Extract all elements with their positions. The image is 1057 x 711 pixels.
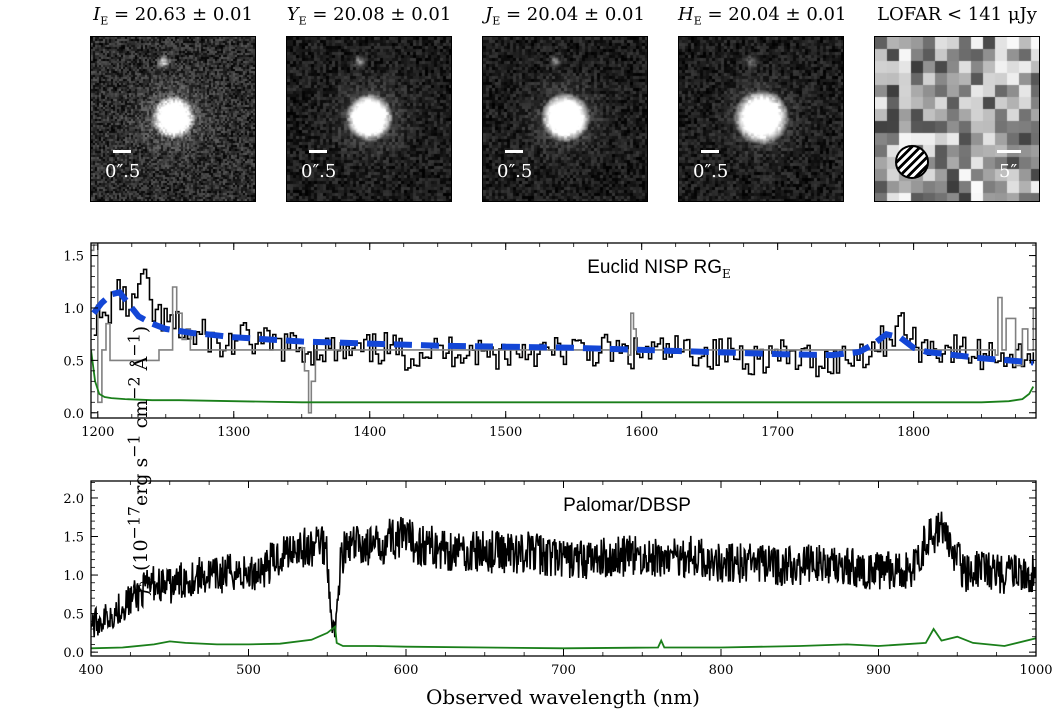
beam-ellipse-icon (895, 145, 929, 179)
x-tick-label: 1500 (489, 425, 522, 440)
scale-bar (701, 150, 719, 153)
scale-bar (505, 150, 523, 153)
magnitude: = 20.04 ± 0.01 (701, 4, 847, 25)
scale-label: 0″.5 (497, 161, 533, 182)
x-tick-label: 1600 (625, 425, 658, 440)
cutout-title-2: YE = 20.08 ± 0.01 (286, 4, 452, 28)
scale-label: 5″ (999, 161, 1018, 182)
series-model-line (91, 288, 1034, 366)
cutout-image-ye: 0″.5 (286, 36, 452, 202)
x-axis-label: Observed wavelength (nm) (426, 685, 700, 709)
cutout-image-ie: 0″.5 (90, 36, 256, 202)
cutout-canvas (91, 37, 255, 201)
y-tick-label: 2.0 (63, 492, 84, 507)
spectra-chart: 1200 1300 1400 1500 1600 1700 1800 0.0 0.5 1.0 1.5… (63, 242, 1053, 709)
y-tick-label: 0.5 (63, 608, 84, 623)
y-axis-label: fλ (10−17erg s−1 cm−2 Å−1) (124, 325, 156, 595)
cutout-image-lofar: 5″ (874, 36, 1040, 202)
scale-bar (997, 150, 1021, 153)
magnitude: = 20.63 ± 0.01 (108, 4, 253, 25)
cutout-canvas (679, 37, 843, 201)
cutout-title-1: IE = 20.63 ± 0.01 (90, 4, 256, 28)
cutout-canvas (287, 37, 451, 201)
x-tick-label: 700 (551, 663, 576, 678)
y-tick-label: 1.0 (63, 302, 84, 317)
magnitude: = 20.04 ± 0.01 (500, 4, 645, 25)
scale-bar (113, 150, 131, 153)
band-sub: E (298, 14, 307, 28)
band-sub: E (492, 14, 501, 28)
cutout-image-je: 0″.5 (482, 36, 648, 202)
panel-title: Euclid NISP RGE (587, 257, 731, 281)
scale-label: 0″.5 (105, 161, 141, 182)
series-error-line (91, 624, 1036, 650)
x-tick-label: 1300 (217, 425, 250, 440)
magnitude: = 20.08 ± 0.01 (306, 4, 452, 25)
series-error-line (91, 349, 1035, 404)
x-tick-label: 600 (394, 663, 419, 678)
x-tick-label: 500 (236, 663, 261, 678)
plot-frame (90, 242, 1037, 419)
x-tick-label: 800 (709, 663, 734, 678)
band-symbol: I (93, 4, 101, 25)
x-tick-label: 900 (866, 663, 891, 678)
y-tick-label: 1.5 (63, 531, 84, 546)
x-tick-label: 1000 (1019, 663, 1052, 678)
cutout-title-4: HE = 20.04 ± 0.01 (678, 4, 847, 28)
lofar-limit: LOFAR < 141 μJy (877, 4, 1037, 25)
cutout-canvas (483, 37, 647, 201)
cutout-title-5: LOFAR < 141 μJy (874, 4, 1040, 25)
x-tick-label: 400 (79, 663, 104, 678)
series-masked-line (91, 244, 1035, 414)
scale-bar (309, 150, 327, 153)
y-tick-label: 0.0 (63, 407, 84, 422)
series-data-line (93, 268, 1035, 378)
x-tick-label: 1700 (761, 425, 794, 440)
y-tick-label: 0.0 (63, 646, 84, 661)
y-tick-label: 0.5 (63, 354, 84, 369)
x-tick-label: 1400 (353, 425, 386, 440)
y-tick-label: 1.5 (63, 250, 84, 265)
panel-title: Palomar/DBSP (563, 495, 691, 516)
x-tick-label: 1800 (897, 425, 930, 440)
band-sub: E (693, 14, 702, 28)
band-symbol: J (485, 4, 493, 25)
scale-label: 0″.5 (693, 161, 729, 182)
band-symbol: Y (286, 4, 299, 25)
cutout-image-he: 0″.5 (678, 36, 844, 202)
x-tick-label: 1200 (81, 425, 114, 440)
cutout-title-3: JE = 20.04 ± 0.01 (482, 4, 648, 28)
series-data-line (91, 511, 1036, 638)
y-tick-label: 1.0 (63, 569, 84, 584)
band-sub: E (100, 14, 109, 28)
scale-label: 0″.5 (301, 161, 337, 182)
band-symbol: H (678, 4, 694, 25)
